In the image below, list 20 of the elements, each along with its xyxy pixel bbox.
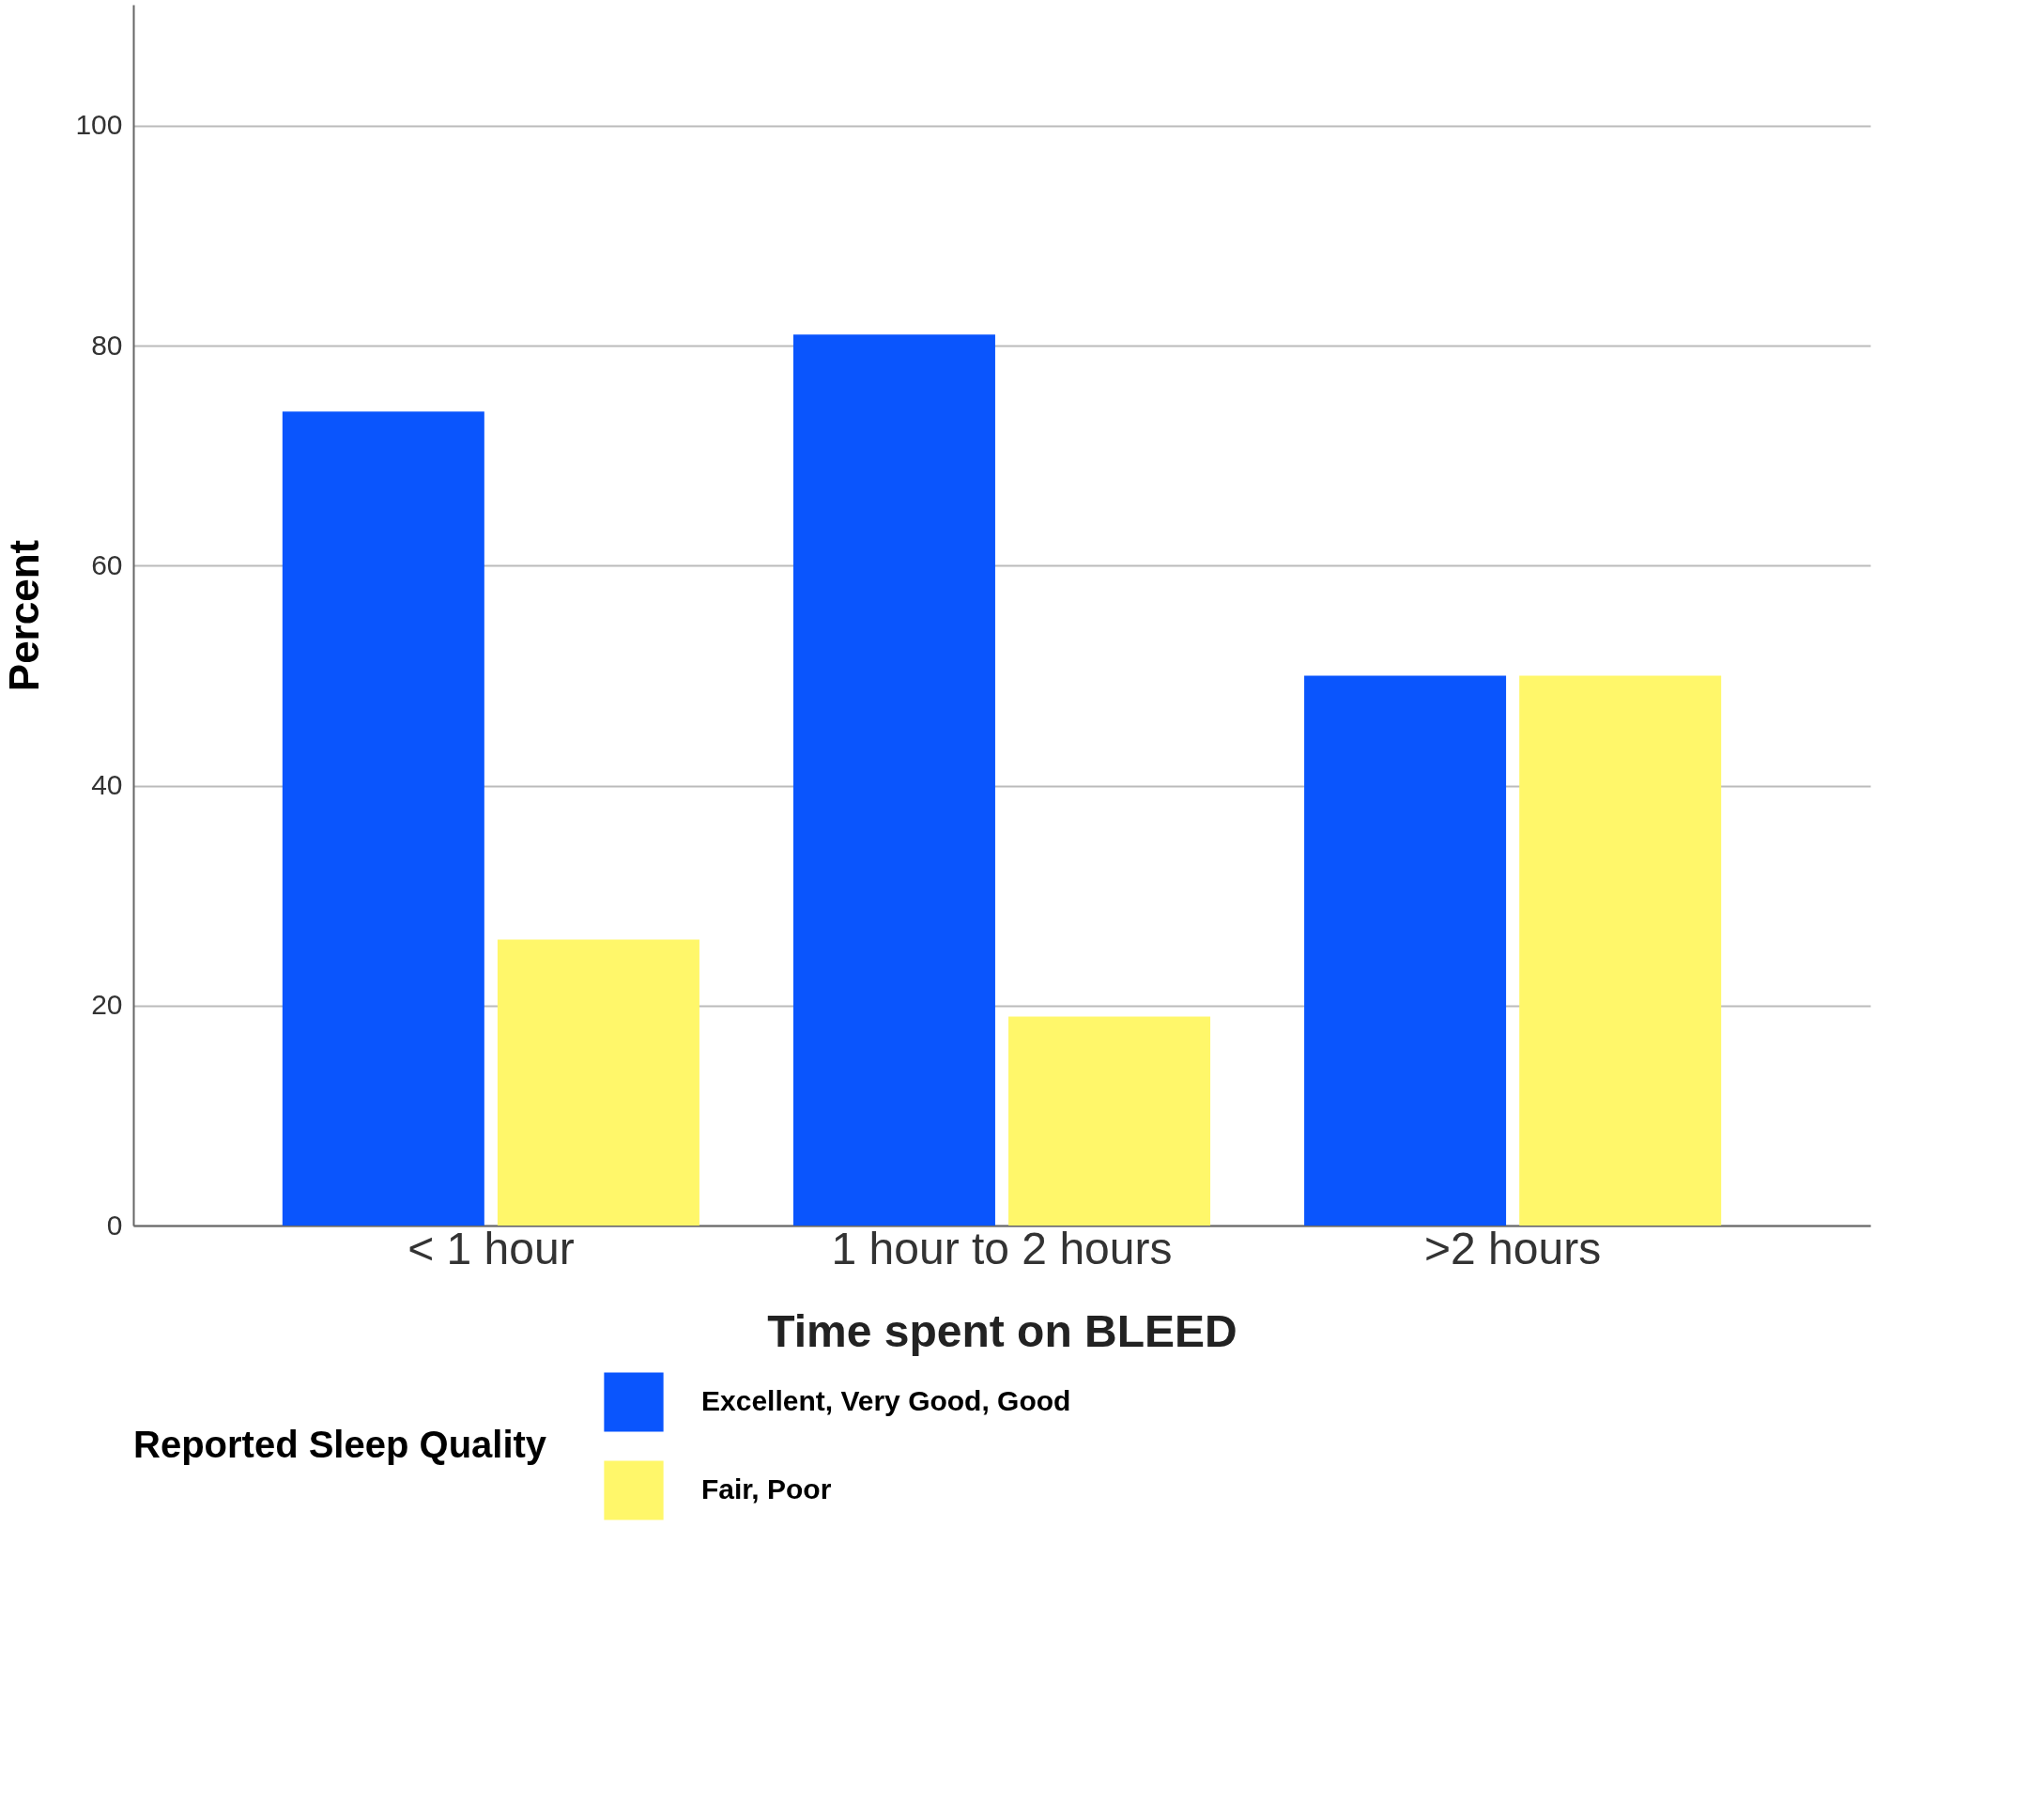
x-tick-label: >2 hours — [1424, 1223, 1602, 1273]
y-tick-label: 80 — [91, 329, 123, 361]
legend-label: Fair, Poor — [701, 1473, 832, 1504]
y-tick-label: 40 — [91, 769, 123, 801]
y-tick-label: 0 — [106, 1209, 123, 1241]
legend-label: Excellent, Very Good, Good — [701, 1385, 1071, 1416]
bar — [1304, 675, 1507, 1226]
bar — [1008, 1016, 1211, 1226]
y-tick-label: 20 — [91, 989, 123, 1021]
bar — [497, 939, 699, 1226]
x-tick-label: 1 hour to 2 hours — [831, 1223, 1173, 1273]
y-tick-label: 60 — [91, 548, 123, 580]
legend-title: Reported Sleep Quality — [133, 1424, 547, 1465]
x-axis-title: Time spent on BLEED — [767, 1305, 1237, 1356]
bar — [282, 411, 484, 1226]
y-axis-title: Percent — [1, 539, 48, 692]
y-tick-label: 100 — [75, 109, 123, 141]
bar — [792, 334, 995, 1226]
bar — [1519, 675, 1722, 1226]
x-tick-label: < 1 hour — [407, 1223, 575, 1273]
